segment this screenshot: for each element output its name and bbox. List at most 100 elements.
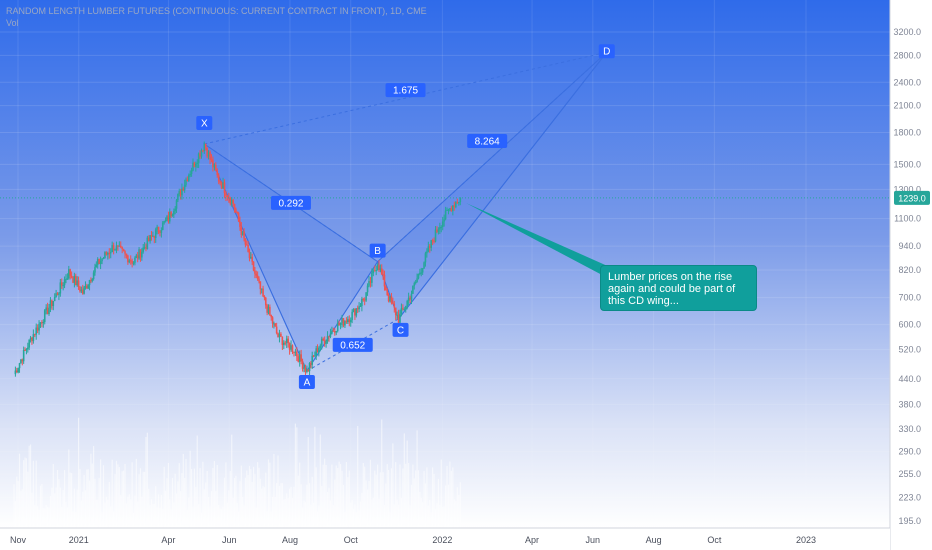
volume-bar xyxy=(432,467,434,528)
candle-body xyxy=(320,338,323,346)
candle-body xyxy=(361,298,363,306)
candle-body xyxy=(458,201,460,203)
volume-bar xyxy=(351,500,353,528)
candle-body xyxy=(380,268,383,275)
volume-bar xyxy=(366,489,369,528)
volume-bar xyxy=(266,511,268,528)
candle-body xyxy=(378,264,380,271)
volume-bar xyxy=(296,427,298,528)
candle-body xyxy=(356,308,359,310)
leg-cd[interactable] xyxy=(398,51,608,320)
candle-body xyxy=(236,212,239,214)
volume-bar xyxy=(303,500,305,528)
candle-body xyxy=(20,359,22,364)
candle-body xyxy=(51,300,53,306)
candle-body xyxy=(244,238,247,245)
candle-body xyxy=(326,336,329,342)
volume-bar xyxy=(399,464,401,528)
candle-body xyxy=(129,260,132,262)
candle-body xyxy=(21,359,24,362)
volume-bar xyxy=(148,488,150,528)
candle-body xyxy=(108,253,111,255)
time-tick-label: Aug xyxy=(646,535,662,545)
volume-bar xyxy=(345,461,347,528)
volume-bar xyxy=(174,473,176,528)
candle-body xyxy=(216,170,219,176)
candle-body xyxy=(15,370,18,373)
volume-bar xyxy=(277,455,279,528)
volume-bar xyxy=(39,485,42,528)
volume-bar xyxy=(446,465,448,528)
candle-body xyxy=(382,274,384,276)
volume-bar xyxy=(209,506,211,528)
ratio-line[interactable] xyxy=(377,51,608,263)
candle-body xyxy=(84,285,87,288)
candle-body xyxy=(456,202,459,204)
volume-bar xyxy=(132,512,135,528)
volume-bar xyxy=(294,423,296,528)
price-tick-label: 255.0 xyxy=(898,469,921,479)
volume-bar xyxy=(76,489,78,528)
volume-bar xyxy=(163,466,165,528)
volume-bar xyxy=(442,507,444,528)
menu-icon[interactable] xyxy=(902,5,922,18)
candle-body xyxy=(203,144,206,151)
candle-body xyxy=(254,270,256,274)
volume-bar xyxy=(18,453,21,528)
volume-bar xyxy=(267,459,270,528)
volume-bar xyxy=(255,507,257,528)
ratio-label-bg xyxy=(467,133,508,148)
candle-body xyxy=(189,173,191,176)
volume-bar xyxy=(300,484,302,528)
volume-bar xyxy=(281,483,283,528)
annotation-callout[interactable]: Lumber prices on the rise again and coul… xyxy=(600,265,757,311)
callout-pointer xyxy=(466,203,612,276)
volume-bar xyxy=(59,487,61,528)
candle-body xyxy=(68,269,70,279)
volume-bar xyxy=(189,450,191,528)
point-label: A xyxy=(304,378,311,389)
candle-body xyxy=(204,144,207,149)
candle-body xyxy=(298,354,301,362)
volume-bar xyxy=(270,511,272,528)
candle-body xyxy=(210,158,213,160)
volume-bar xyxy=(52,464,54,528)
candle-body xyxy=(166,216,168,221)
candle-body xyxy=(325,341,327,344)
candle-body xyxy=(335,331,338,333)
price-axis-panel[interactable] xyxy=(890,0,932,550)
candle-body xyxy=(419,272,421,275)
candle-body xyxy=(111,245,113,253)
candle-body xyxy=(342,318,345,326)
candle-body xyxy=(27,347,29,350)
ratio-line[interactable] xyxy=(204,51,607,145)
volume-bar xyxy=(58,479,60,528)
candle-body xyxy=(22,349,25,362)
volume-bar xyxy=(409,505,411,528)
volume-bar xyxy=(223,477,226,528)
candle-body xyxy=(239,221,241,228)
candle-body xyxy=(440,227,443,229)
candle-body xyxy=(396,314,398,316)
candle-body xyxy=(312,355,315,357)
volume-bar xyxy=(449,461,451,528)
volume-bar xyxy=(452,467,454,528)
time-axis-panel[interactable] xyxy=(0,528,890,550)
candle-body xyxy=(314,355,316,357)
candle-body xyxy=(304,367,307,372)
candle-body xyxy=(35,327,38,335)
candle-body xyxy=(284,342,287,344)
candle-body xyxy=(149,235,151,242)
volume-bar xyxy=(239,481,241,528)
volume-bar xyxy=(13,484,15,528)
candle-body xyxy=(354,308,356,316)
volume-bar xyxy=(45,504,47,528)
candle-body xyxy=(98,258,100,264)
volume-bar xyxy=(206,471,208,528)
candle-body xyxy=(421,268,424,273)
candle-body xyxy=(362,298,365,300)
volume-bar xyxy=(143,471,146,528)
candle-body xyxy=(237,212,240,222)
candle-body xyxy=(316,348,319,353)
